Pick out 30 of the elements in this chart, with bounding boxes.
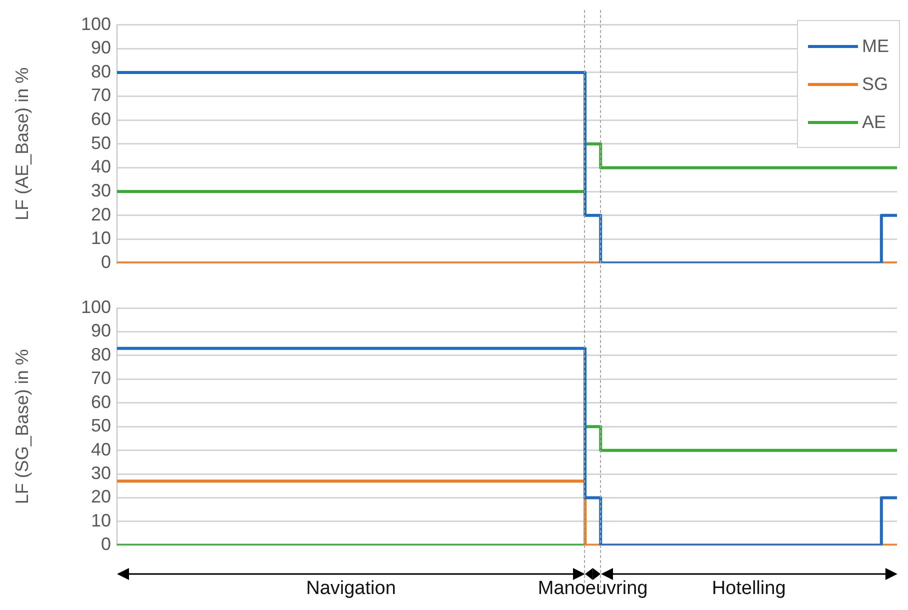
y-tick-label: 70 [90,368,111,388]
y-tick-label: 40 [90,156,111,177]
text: Manoeuvring [536,578,649,600]
y-tick-label: 80 [90,344,111,364]
y-tick-label: 100 [80,14,111,34]
y-tick-label: 80 [90,61,111,82]
y-tick-label: 60 [90,109,111,130]
y-tick-label: 30 [90,180,111,201]
legend-label: ME [862,36,889,56]
legend-label: SG [862,74,888,94]
y-tick-label: 0 [100,534,111,554]
y-tick-label: 90 [90,38,111,58]
y-tick-label: 40 [90,439,111,460]
y-axis-title: LF (SG_Base) in % [12,349,32,504]
y-tick-label: 0 [100,252,111,272]
y-axis-title: LF (AE_Base) in % [12,67,32,220]
y-tick-label: 20 [90,486,111,507]
y-tick-label: 90 [90,320,111,341]
y-tick-label: 50 [90,416,111,436]
text: Navigation [305,578,397,600]
legend-label: AE [862,112,886,132]
y-tick-label: 60 [90,392,111,412]
y-tick-label: 100 [80,296,111,317]
y-tick-label: 30 [90,463,111,484]
y-tick-label: 70 [90,85,111,106]
text: Hotelling [710,578,787,600]
y-tick-label: 20 [90,204,111,224]
y-tick-label: 10 [90,228,111,248]
y-tick-label: 10 [90,510,111,530]
y-tick-label: 50 [90,132,111,153]
